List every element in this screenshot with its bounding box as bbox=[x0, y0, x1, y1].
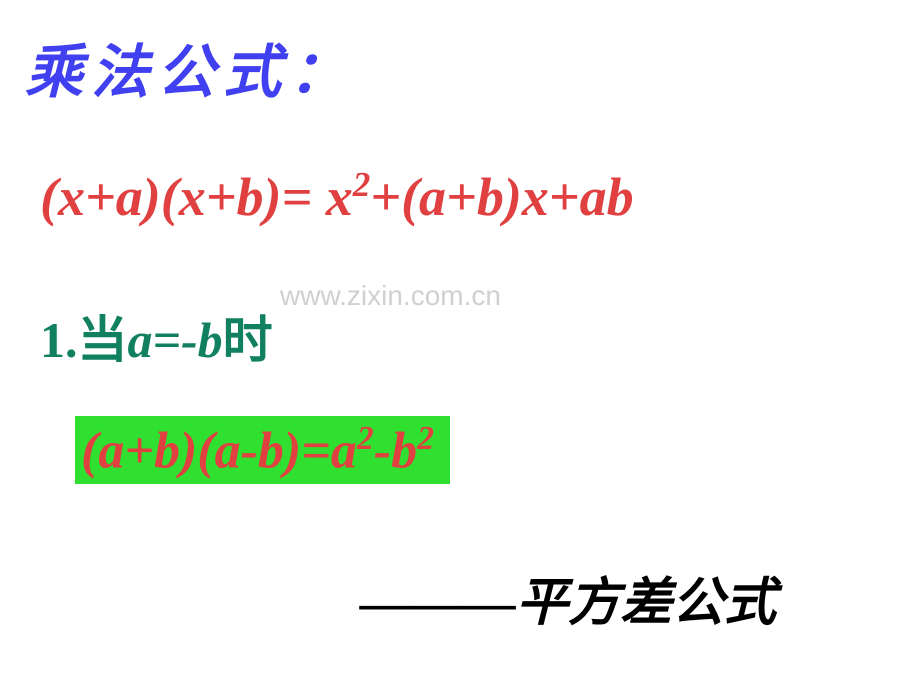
page-title: 乘法公式： bbox=[25, 25, 355, 109]
main-formula: (x+a)(x+b)= x2+(a+b)x+ab bbox=[40, 165, 634, 228]
formula-label: ———平方差公式 bbox=[360, 560, 776, 635]
condition-text: 1.当a=-b时 bbox=[40, 300, 273, 372]
watermark-text: www.zixin.com.cn bbox=[280, 280, 501, 312]
condition-expression: a=-b bbox=[128, 312, 223, 368]
difference-of-squares-formula: (a+b)(a-b)=a2-b2 bbox=[81, 420, 434, 480]
highlighted-formula-box: (a+b)(a-b)=a2-b2 bbox=[75, 416, 450, 484]
condition-suffix: 时 bbox=[223, 312, 273, 368]
condition-prefix: 1.当 bbox=[40, 312, 128, 368]
